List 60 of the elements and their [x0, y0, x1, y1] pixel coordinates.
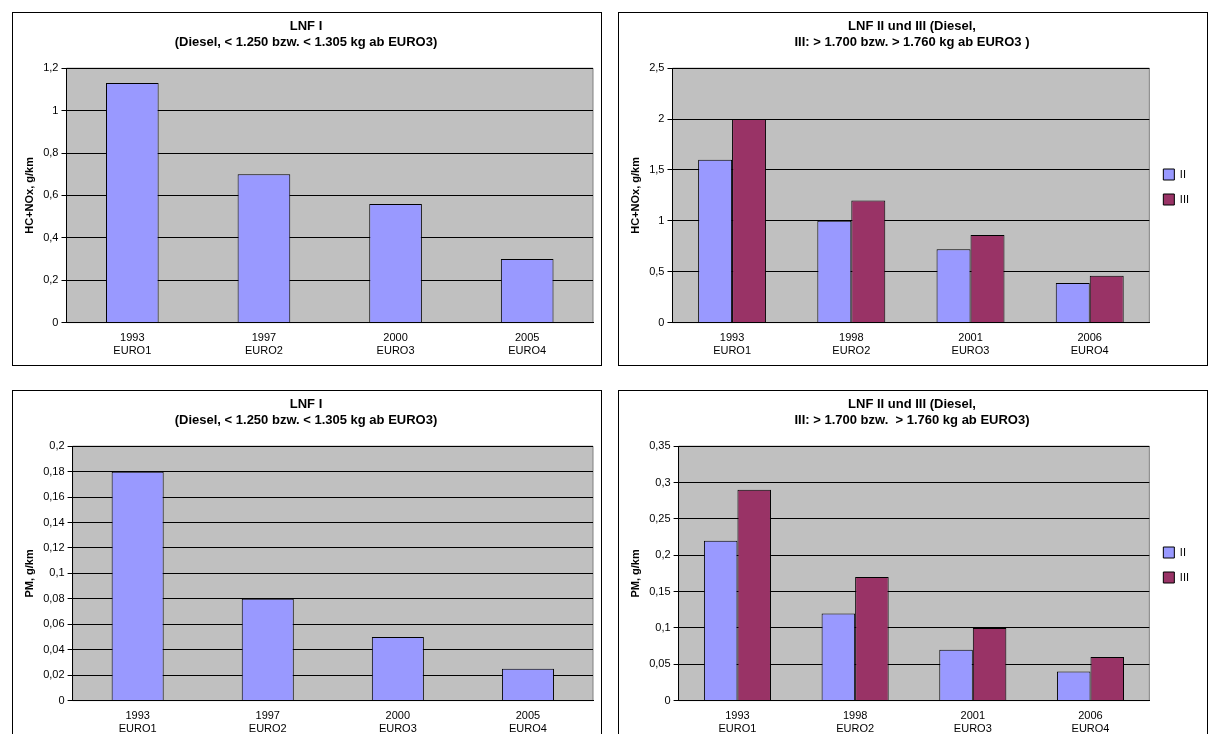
y-tick-label: 0,08: [43, 591, 65, 604]
y-tick-label: 0,25: [649, 511, 671, 524]
legend-label: II: [1179, 167, 1186, 180]
y-tick-label: 1,2: [43, 61, 59, 74]
y-tick-label: 0,2: [655, 548, 671, 561]
y-tick-label: 0,05: [649, 657, 671, 670]
y-tick-label: 0,2: [43, 273, 59, 286]
y-tick-label: 0,15: [649, 584, 671, 597]
y-axis-title: PM, g/km: [22, 549, 35, 598]
y-tick-label: 0,3: [655, 475, 671, 488]
x-tick-label: 2005 EURO4: [508, 331, 547, 357]
y-tick-label: 0,4: [43, 230, 59, 243]
chart-title: LNF I (Diesel, < 1.250 bzw. < 1.305 kg ab EURO3): [174, 396, 438, 427]
y-tick-label: 2: [658, 112, 665, 125]
x-tick-label: 1998 EURO2: [832, 331, 871, 357]
y-axis-title: HC+NOx, g/km: [628, 156, 641, 234]
legend-label: III: [1179, 192, 1189, 205]
x-tick-label: 1993 EURO1: [713, 331, 752, 357]
x-tick-label: 1993 EURO1: [113, 331, 152, 357]
y-tick-label: 0: [658, 315, 665, 328]
y-tick-label: 0,1: [49, 566, 65, 579]
y-tick-label: 0,6: [43, 188, 59, 201]
y-tick-label: 0,35: [649, 439, 671, 452]
x-tick-label: 2005 EURO4: [509, 709, 547, 734]
x-tick-label: 1997 EURO2: [248, 709, 287, 734]
y-tick-label: 0,18: [43, 464, 65, 477]
x-tick-label: 1993 EURO1: [718, 709, 757, 734]
legend-label: III: [1179, 570, 1189, 583]
y-tick-label: 0,5: [649, 264, 665, 277]
y-tick-label: 0: [52, 315, 59, 328]
x-tick-label: 2001 EURO3: [953, 709, 992, 734]
y-tick-label: 1: [658, 213, 665, 226]
x-tick-label: 1993 EURO1: [118, 709, 157, 734]
x-tick-label: 1997 EURO2: [244, 331, 283, 357]
y-axis-title: PM, g/km: [628, 549, 641, 598]
legend-label: II: [1179, 545, 1186, 558]
x-tick-label: 2000 EURO3: [378, 709, 417, 734]
y-tick-label: 0,02: [43, 668, 65, 681]
x-tick-label: 2006 EURO4: [1071, 709, 1110, 734]
y-tick-label: 2,5: [649, 61, 665, 74]
y-tick-label: 0,14: [43, 515, 65, 528]
x-tick-label: 2001 EURO3: [951, 331, 990, 357]
y-tick-label: 0,04: [43, 642, 65, 655]
y-tick-label: 0,8: [43, 146, 59, 159]
y-tick-label: 1: [52, 103, 59, 116]
y-tick-label: 1,5: [649, 162, 665, 175]
y-tick-label: 0,12: [43, 540, 65, 553]
x-tick-label: 1998 EURO2: [836, 709, 875, 734]
chart-title: LNF II und III (Diesel, III: > 1.700 bzw. > 1.760 kg ab EURO3): [794, 396, 1030, 427]
y-tick-label: 0,1: [655, 620, 671, 633]
chart-title: LNF I (Diesel, < 1.250 bzw. < 1.305 kg ab EURO3): [174, 18, 438, 49]
y-tick-label: 0: [664, 693, 671, 706]
y-tick-label: 0,16: [43, 490, 65, 503]
y-tick-label: 0: [58, 693, 65, 706]
chart-title: LNF II und III (Diesel, III: > 1.700 bzw. > 1.760 kg ab EURO3 ): [794, 18, 1030, 49]
y-tick-label: 0,2: [49, 439, 65, 452]
y-axis-title: HC+NOx, g/km: [22, 156, 35, 234]
x-tick-label: 2000 EURO3: [376, 331, 415, 357]
y-tick-label: 0,06: [43, 617, 65, 630]
x-tick-label: 2006 EURO4: [1070, 331, 1109, 357]
